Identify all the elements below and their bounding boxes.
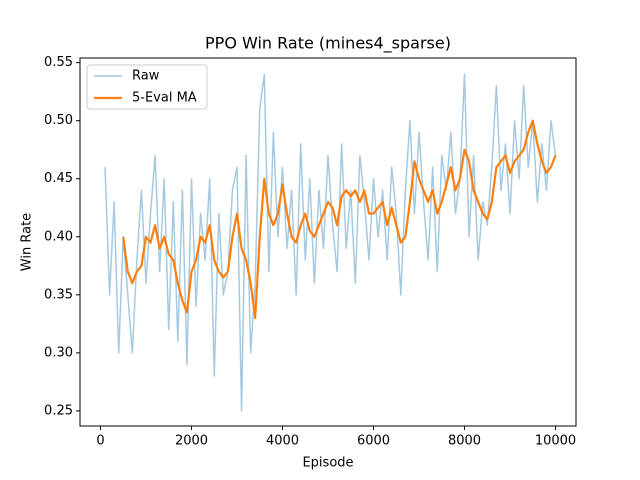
y-tick-label: 0.55 — [44, 55, 73, 70]
x-tick-label: 10000 — [535, 434, 576, 449]
x-tick-label: 6000 — [357, 434, 390, 449]
y-tick-label: 0.25 — [44, 403, 73, 418]
x-tick-label: 0 — [96, 434, 104, 449]
x-tick-label: 4000 — [266, 434, 299, 449]
plot-frame — [79, 57, 577, 427]
y-tick-label: 0.35 — [44, 287, 73, 302]
data-line — [122, 119, 557, 320]
y-tick-label: 0.30 — [44, 345, 73, 360]
y-tick-label: 0.45 — [44, 171, 73, 186]
legend-label: Raw — [132, 69, 160, 84]
data-line — [104, 73, 557, 412]
legend-label: 5-Eval MA — [132, 91, 197, 106]
y-tick-label: 0.50 — [44, 113, 73, 128]
y-axis-label: Win Rate — [20, 213, 35, 271]
x-tick-label: 2000 — [175, 434, 208, 449]
x-axis-label: Episode — [302, 456, 353, 471]
y-tick-label: 0.40 — [44, 229, 73, 244]
x-tick-label: 8000 — [448, 434, 481, 449]
chart-title: PPO Win Rate (mines4_sparse) — [205, 34, 451, 54]
